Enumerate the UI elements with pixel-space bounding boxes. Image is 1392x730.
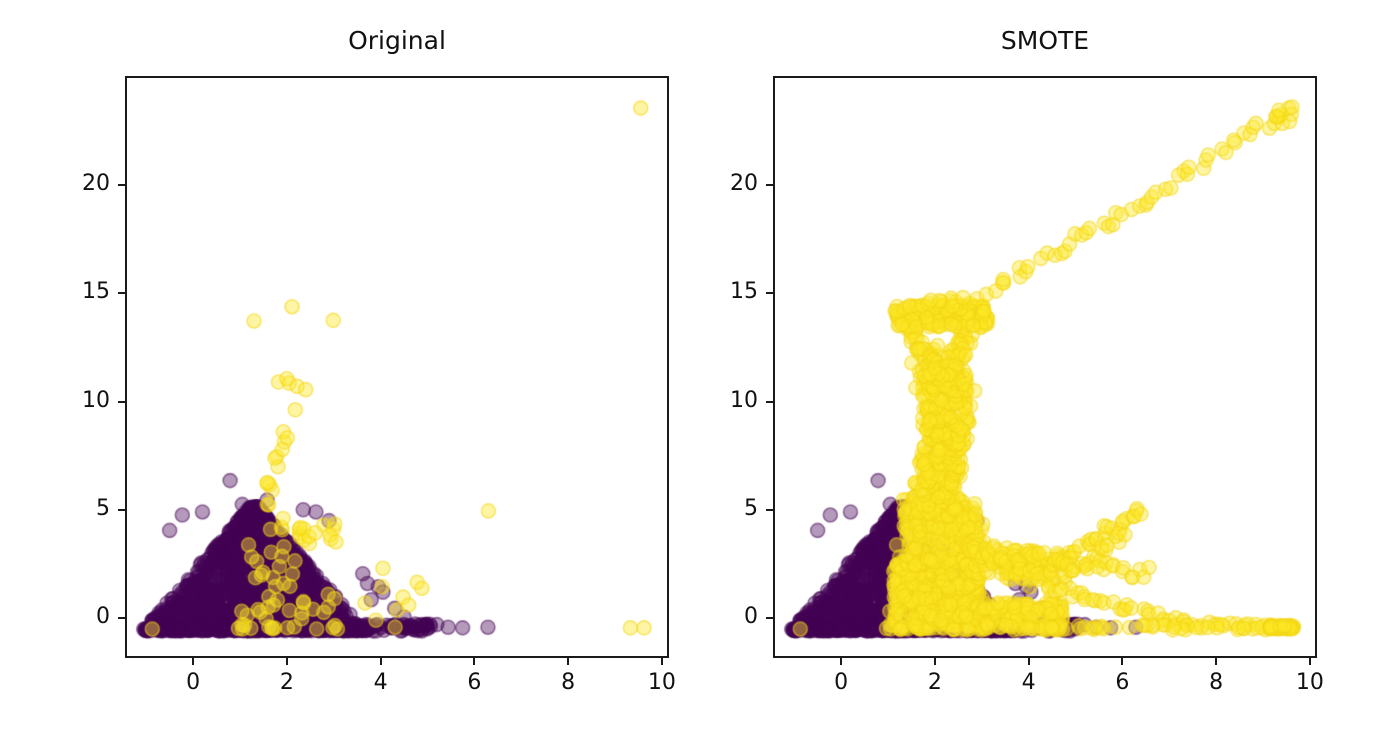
x-tick-mark bbox=[1027, 658, 1030, 665]
y-tick-label: 5 bbox=[744, 495, 758, 521]
y-tick-mark bbox=[118, 292, 125, 295]
x-tick-label: 2 bbox=[927, 670, 942, 695]
x-tick-label: 4 bbox=[373, 670, 388, 695]
scatter-canvas-smote bbox=[775, 78, 1315, 656]
panel-title-original: Original bbox=[348, 26, 446, 55]
plot-area-original bbox=[125, 76, 669, 658]
y-tick-label: 10 bbox=[730, 387, 758, 413]
x-tick-label: 0 bbox=[186, 670, 201, 695]
x-tick-mark bbox=[840, 658, 843, 665]
x-tick-mark bbox=[473, 658, 476, 665]
x-tick-mark bbox=[1308, 658, 1311, 665]
x-tick-label: 0 bbox=[834, 670, 849, 695]
y-tick-label: 20 bbox=[82, 170, 110, 196]
x-tick-label: 6 bbox=[1115, 670, 1130, 695]
x-tick-label: 8 bbox=[1209, 670, 1224, 695]
y-tick-label: 10 bbox=[82, 387, 110, 413]
y-tick-mark bbox=[766, 617, 773, 620]
y-tick-mark bbox=[118, 617, 125, 620]
x-tick-label: 8 bbox=[561, 670, 576, 695]
x-tick-mark bbox=[660, 658, 663, 665]
y-tick-mark bbox=[118, 508, 125, 511]
scatter-canvas-original bbox=[127, 78, 667, 656]
x-tick-mark bbox=[933, 658, 936, 665]
x-tick-mark bbox=[567, 658, 570, 665]
y-tick-label: 15 bbox=[82, 279, 110, 305]
y-tick-mark bbox=[118, 400, 125, 403]
y-tick-label: 15 bbox=[730, 279, 758, 305]
y-tick-label: 0 bbox=[744, 604, 758, 630]
x-tick-mark bbox=[192, 658, 195, 665]
y-tick-label: 20 bbox=[730, 170, 758, 196]
y-tick-mark bbox=[118, 183, 125, 186]
panel-title-smote: SMOTE bbox=[1000, 26, 1090, 55]
plot-area-smote bbox=[773, 76, 1317, 658]
y-tick-label: 5 bbox=[96, 495, 110, 521]
x-tick-label: 10 bbox=[647, 670, 676, 695]
x-tick-mark bbox=[1121, 658, 1124, 665]
x-tick-label: 10 bbox=[1295, 670, 1324, 695]
x-tick-mark bbox=[285, 658, 288, 665]
x-tick-label: 2 bbox=[279, 670, 294, 695]
y-tick-mark bbox=[766, 400, 773, 403]
x-tick-mark bbox=[379, 658, 382, 665]
x-tick-label: 6 bbox=[467, 670, 482, 695]
y-tick-mark bbox=[766, 292, 773, 295]
x-tick-label: 4 bbox=[1021, 670, 1036, 695]
y-tick-mark bbox=[766, 508, 773, 511]
y-tick-mark bbox=[766, 183, 773, 186]
x-tick-mark bbox=[1215, 658, 1218, 665]
y-tick-label: 0 bbox=[96, 604, 110, 630]
